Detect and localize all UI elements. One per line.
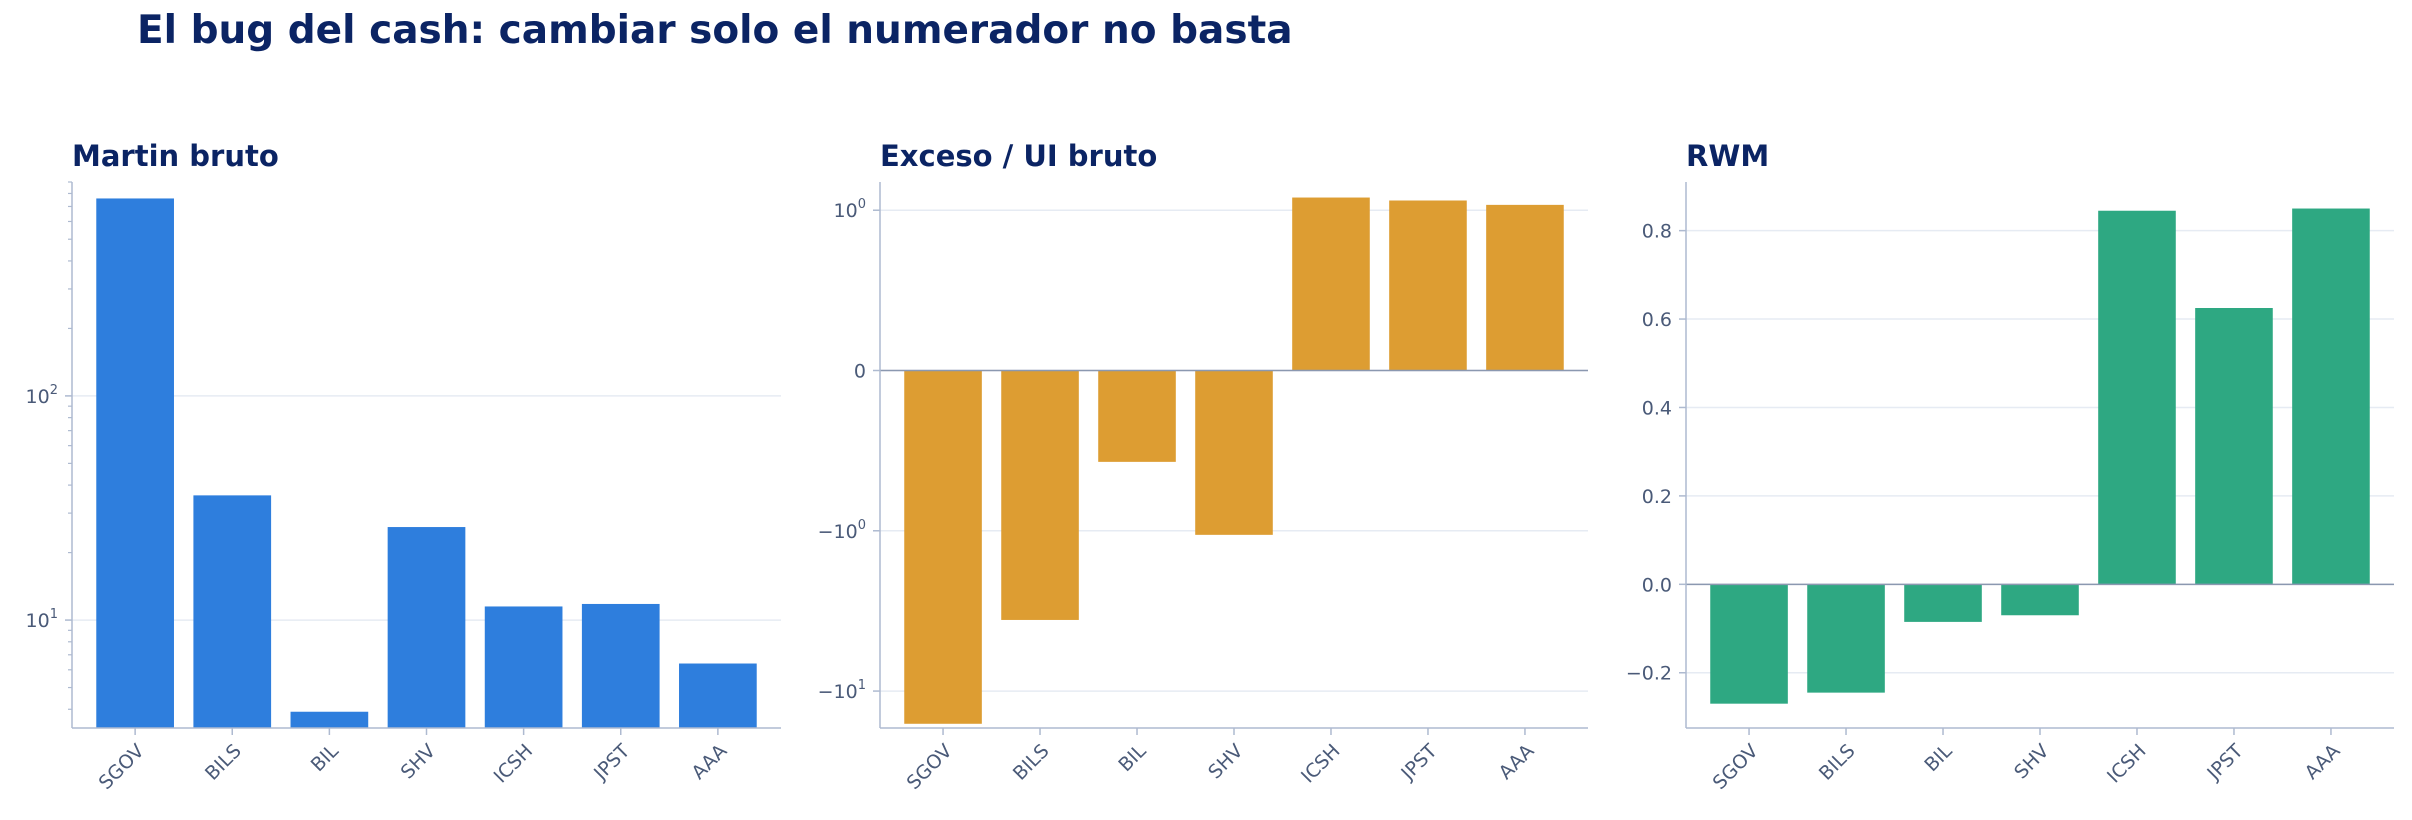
- y-tick-label: −0.2: [1626, 663, 1672, 685]
- bar-icsh: [484, 606, 563, 728]
- panel-3: RWM 0.8 0.6 0.4 0.2 0.0 −0.2 SGOV BILS BIL SHV ICSH…: [1626, 139, 2394, 794]
- x-tick-label: SGOV: [95, 740, 149, 794]
- bar-bil: [1904, 584, 1982, 622]
- bar-shv: [2001, 584, 2079, 616]
- x-tick-label: ICSH: [1297, 740, 1345, 788]
- y-tick-base: 10: [834, 200, 858, 222]
- bar-jpst: [581, 603, 660, 728]
- x-tick-label: BIL: [307, 740, 344, 777]
- y-tick-label: 101: [26, 607, 58, 632]
- bar-aaa: [2292, 208, 2370, 585]
- y-tick-label: 0.2: [1642, 486, 1672, 508]
- y-tick-base: −10: [818, 681, 858, 703]
- x-tick-label: JPST: [2202, 740, 2247, 785]
- x-tick-label: AAA: [1495, 740, 1539, 784]
- y-tick-exponent: 2: [50, 383, 58, 398]
- x-tick-label: BIL: [1114, 740, 1151, 777]
- bar-aaa: [1486, 204, 1564, 371]
- bar-jpst: [1389, 200, 1467, 371]
- y-tick-base: −10: [818, 521, 858, 543]
- y-tick-label: 0: [854, 361, 866, 383]
- y-tick-label: 102: [26, 383, 58, 408]
- bar-icsh: [2098, 210, 2176, 585]
- y-tick-label: −101: [818, 678, 866, 703]
- x-tick-label: SGOV: [903, 740, 957, 794]
- x-tick-label: ICSH: [2103, 740, 2151, 788]
- bar-bils: [1807, 584, 1885, 693]
- bar-bils: [193, 495, 272, 728]
- x-tick-label: SHV: [1204, 740, 1247, 783]
- x-tick-label: BILS: [201, 740, 246, 785]
- y-tick-exponent: 0: [858, 518, 866, 533]
- x-tick-label: AAA: [688, 740, 732, 784]
- x-tick-label: SHV: [2010, 740, 2053, 783]
- x-tick-label: JPST: [589, 740, 634, 785]
- x-tick-label: SGOV: [1709, 740, 1763, 794]
- y-tick-exponent: 0: [858, 197, 866, 212]
- panel-title: Exceso / UI bruto: [880, 139, 1157, 173]
- y-tick-label: 0.6: [1642, 309, 1672, 331]
- x-tick-label: ICSH: [490, 740, 538, 788]
- bar-sgov: [96, 198, 174, 729]
- x-tick-label: BIL: [1920, 740, 1957, 777]
- y-tick-label: 0.0: [1642, 574, 1672, 596]
- x-tick-label: JPST: [1396, 740, 1441, 785]
- bar-bils: [1001, 370, 1079, 620]
- x-tick-label: SHV: [397, 740, 440, 783]
- y-tick-label: 100: [834, 197, 866, 222]
- y-tick-base: 10: [26, 610, 50, 632]
- bar-sgov: [1710, 584, 1788, 704]
- y-tick-exponent: 1: [858, 678, 866, 693]
- bar-aaa: [679, 663, 757, 728]
- x-tick-label: BILS: [1009, 740, 1054, 785]
- x-tick-label: AAA: [2301, 740, 2345, 784]
- bar-icsh: [1292, 197, 1370, 371]
- panel-title: RWM: [1686, 139, 1769, 173]
- bar-shv: [387, 527, 466, 728]
- y-tick-base: 10: [26, 386, 50, 408]
- bar-bil: [1098, 370, 1176, 462]
- figure-title: El bug del cash: cambiar solo el numerad…: [137, 8, 1293, 53]
- panel-title: Martin bruto: [72, 139, 279, 173]
- y-tick-label: 0.8: [1642, 221, 1672, 243]
- y-tick-exponent: 1: [50, 607, 58, 622]
- bar-jpst: [2195, 308, 2273, 585]
- x-tick-label: BILS: [1815, 740, 1860, 785]
- y-tick-label: −100: [818, 518, 866, 543]
- bar-bil: [290, 711, 369, 728]
- y-tick-label: 0.4: [1642, 397, 1672, 419]
- bar-shv: [1195, 370, 1273, 535]
- bar-sgov: [904, 370, 982, 724]
